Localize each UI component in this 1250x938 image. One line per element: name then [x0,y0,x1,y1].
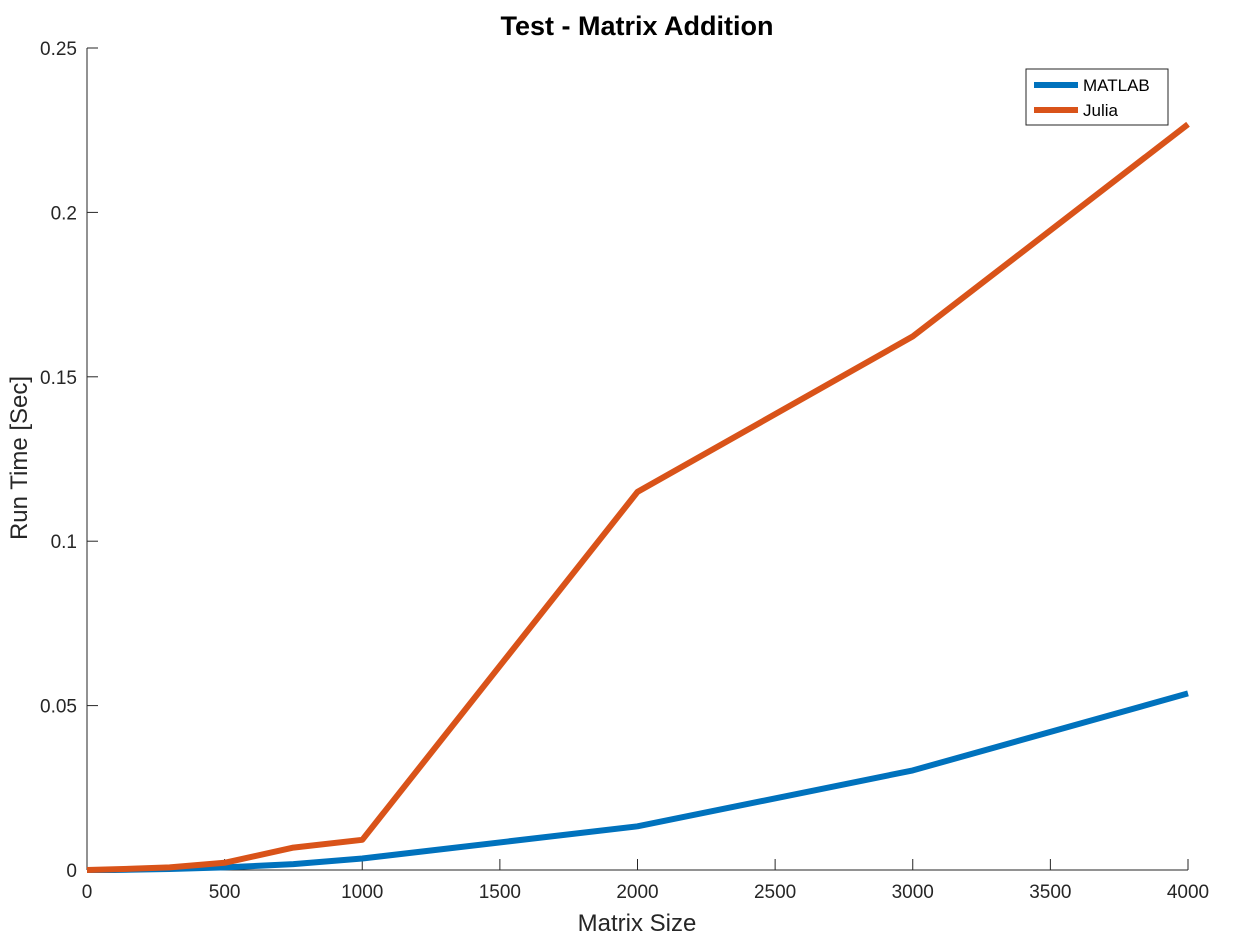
x-tick-label: 1500 [479,882,521,903]
legend: MATLAB Julia [1025,68,1169,126]
y-axis-label: Run Time [Sec] [6,376,33,540]
y-tick-label: 0.15 [40,368,77,389]
y-tick-label: 0 [66,861,77,882]
x-tick-label: 1000 [341,882,383,903]
x-tick-label: 4000 [1167,882,1209,903]
chart-title: Test - Matrix Addition [501,11,774,41]
y-tick-label: 0.1 [51,532,77,553]
series-line-julia [86,121,1190,873]
x-tick-label: 2000 [616,882,658,903]
x-tick-label: 3000 [892,882,934,903]
plot-area: 0 500 1000 1500 2000 2500 3000 3500 4000 0 0.05 0.1… [40,39,1209,903]
legend-box [1025,68,1169,126]
x-tick-label: 0 [82,882,93,903]
legend-label-matlab: MATLAB [1083,76,1150,95]
x-tick-label: 3500 [1029,882,1071,903]
y-tick-label: 0.2 [51,203,77,224]
x-tick-label: 500 [209,882,241,903]
x-axis-label: Matrix Size [578,910,697,937]
legend-label-julia: Julia [1083,101,1119,120]
y-tick-label: 0.25 [40,39,77,60]
x-tick-label: 2500 [754,882,796,903]
y-tick-label: 0.05 [40,697,77,718]
